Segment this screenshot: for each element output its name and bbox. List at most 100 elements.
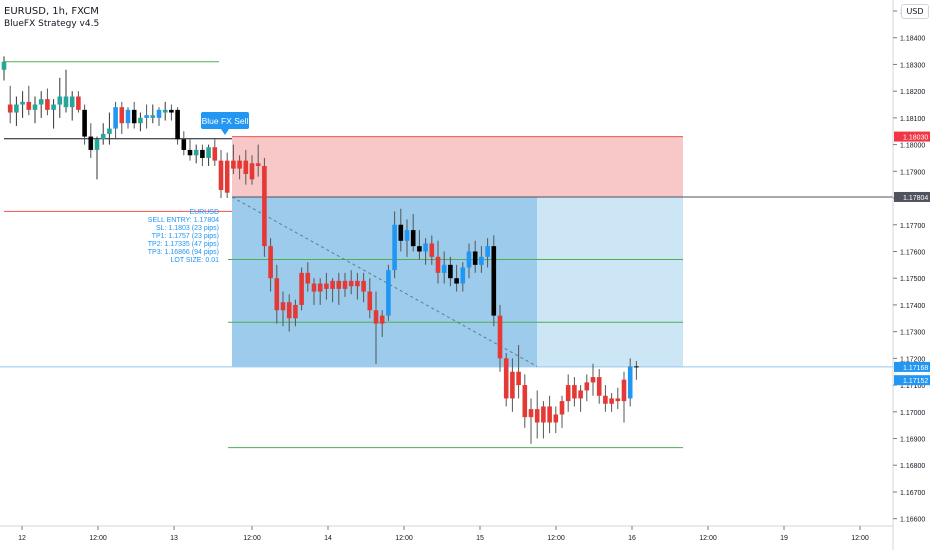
- candle-body: [144, 115, 149, 118]
- candle: [510, 358, 515, 412]
- candle: [522, 374, 528, 428]
- candle-body: [324, 283, 329, 289]
- last-price-label-bg: [894, 361, 930, 372]
- candle-body: [224, 160, 230, 193]
- candle: [553, 406, 559, 434]
- candle-body: [460, 267, 466, 284]
- candle-body: [386, 270, 391, 316]
- candle-body: [404, 230, 410, 241]
- candle: [218, 149, 224, 199]
- candle-body: [348, 280, 354, 287]
- candle-body: [336, 280, 342, 289]
- candle-body: [311, 283, 317, 292]
- candle-body: [131, 109, 137, 124]
- sell-signal-marker[interactable]: Blue FX Sell: [201, 112, 249, 135]
- time-tick-label: 12:00: [395, 535, 413, 542]
- candle-body: [410, 230, 416, 247]
- candle: [181, 131, 187, 156]
- stop-loss-zone: [232, 136, 683, 197]
- candle-body: [547, 406, 552, 423]
- candle: [212, 139, 218, 166]
- candle-body: [45, 99, 50, 110]
- candle-body: [330, 280, 335, 289]
- candle-body: [94, 139, 100, 150]
- currency-button[interactable]: USD: [901, 4, 929, 19]
- candle-body: [7, 104, 13, 113]
- candle-body: [100, 133, 106, 140]
- candle: [113, 101, 118, 140]
- candle: [293, 299, 298, 327]
- candle: [460, 262, 466, 292]
- time-tick-label: 12: [18, 535, 26, 542]
- price-tick-label: 1.17900: [900, 169, 925, 176]
- prev-price-label-bg: [894, 375, 930, 386]
- price-tick-label: 1.17200: [900, 356, 925, 363]
- candle: [584, 374, 590, 402]
- trade-info-line: SELL ENTRY: 1.17804: [148, 217, 219, 224]
- candle-body: [627, 366, 633, 399]
- candle-body: [249, 163, 255, 180]
- candle: [330, 278, 335, 303]
- price-tick-label: 1.17500: [900, 276, 925, 283]
- candle: [361, 272, 366, 303]
- candle-body: [156, 109, 162, 118]
- candle: [187, 139, 193, 161]
- candle: [355, 272, 360, 300]
- candle-body: [20, 101, 25, 105]
- candle-body: [187, 149, 193, 156]
- candle-body: [429, 243, 435, 257]
- candle: [76, 91, 81, 113]
- price-tick-label: 1.16900: [900, 437, 925, 444]
- candle: [441, 251, 447, 284]
- candle-body: [417, 246, 422, 252]
- candle-body: [107, 128, 112, 134]
- time-tick-label: 12:00: [89, 535, 107, 542]
- prev-price-label-text: 1.17152: [903, 378, 928, 385]
- candle: [627, 358, 633, 407]
- candle-body: [1, 61, 7, 70]
- candle: [534, 390, 540, 439]
- candle: [255, 144, 261, 177]
- candle: [20, 91, 25, 118]
- candle-body: [57, 96, 63, 105]
- candle-body: [448, 264, 453, 279]
- candle-body: [479, 256, 484, 265]
- candle-body: [528, 409, 534, 418]
- symbol-title: EURUSD, 1h, FXCM: [4, 6, 99, 17]
- candle-body: [367, 291, 373, 311]
- price-tick-label: 1.17600: [900, 249, 925, 256]
- candle: [398, 208, 404, 252]
- candle-body: [169, 109, 174, 113]
- candle: [286, 294, 292, 332]
- candle: [454, 264, 459, 292]
- candle: [590, 363, 596, 396]
- candle-body: [621, 379, 627, 402]
- candle-body: [181, 139, 187, 150]
- candle: [305, 262, 311, 292]
- price-tick-label: 1.18200: [900, 89, 925, 96]
- candle: [262, 157, 267, 257]
- candle: [1, 56, 7, 81]
- candle: [404, 219, 410, 257]
- candle-body: [355, 280, 360, 287]
- sell-signal-pointer: [221, 129, 229, 135]
- candle: [243, 149, 249, 185]
- candle-body: [274, 278, 280, 311]
- price-tick-label: 1.17400: [900, 303, 925, 310]
- candle: [528, 398, 534, 444]
- candle-body: [553, 414, 559, 423]
- candle-body: [609, 398, 614, 404]
- candle-body: [578, 390, 583, 399]
- price-tick-label: 1.16800: [900, 463, 925, 470]
- candle: [69, 91, 75, 121]
- candle-body: [88, 136, 94, 150]
- trade-path-line: [231, 196, 538, 367]
- trade-info-line: LOT SIZE: 0.01: [170, 257, 219, 264]
- candle-body: [317, 283, 323, 292]
- candle-body: [299, 272, 304, 305]
- time-tick-label: 12:00: [243, 535, 261, 542]
- candle: [367, 278, 373, 319]
- price-tick-label: 1.17700: [900, 223, 925, 230]
